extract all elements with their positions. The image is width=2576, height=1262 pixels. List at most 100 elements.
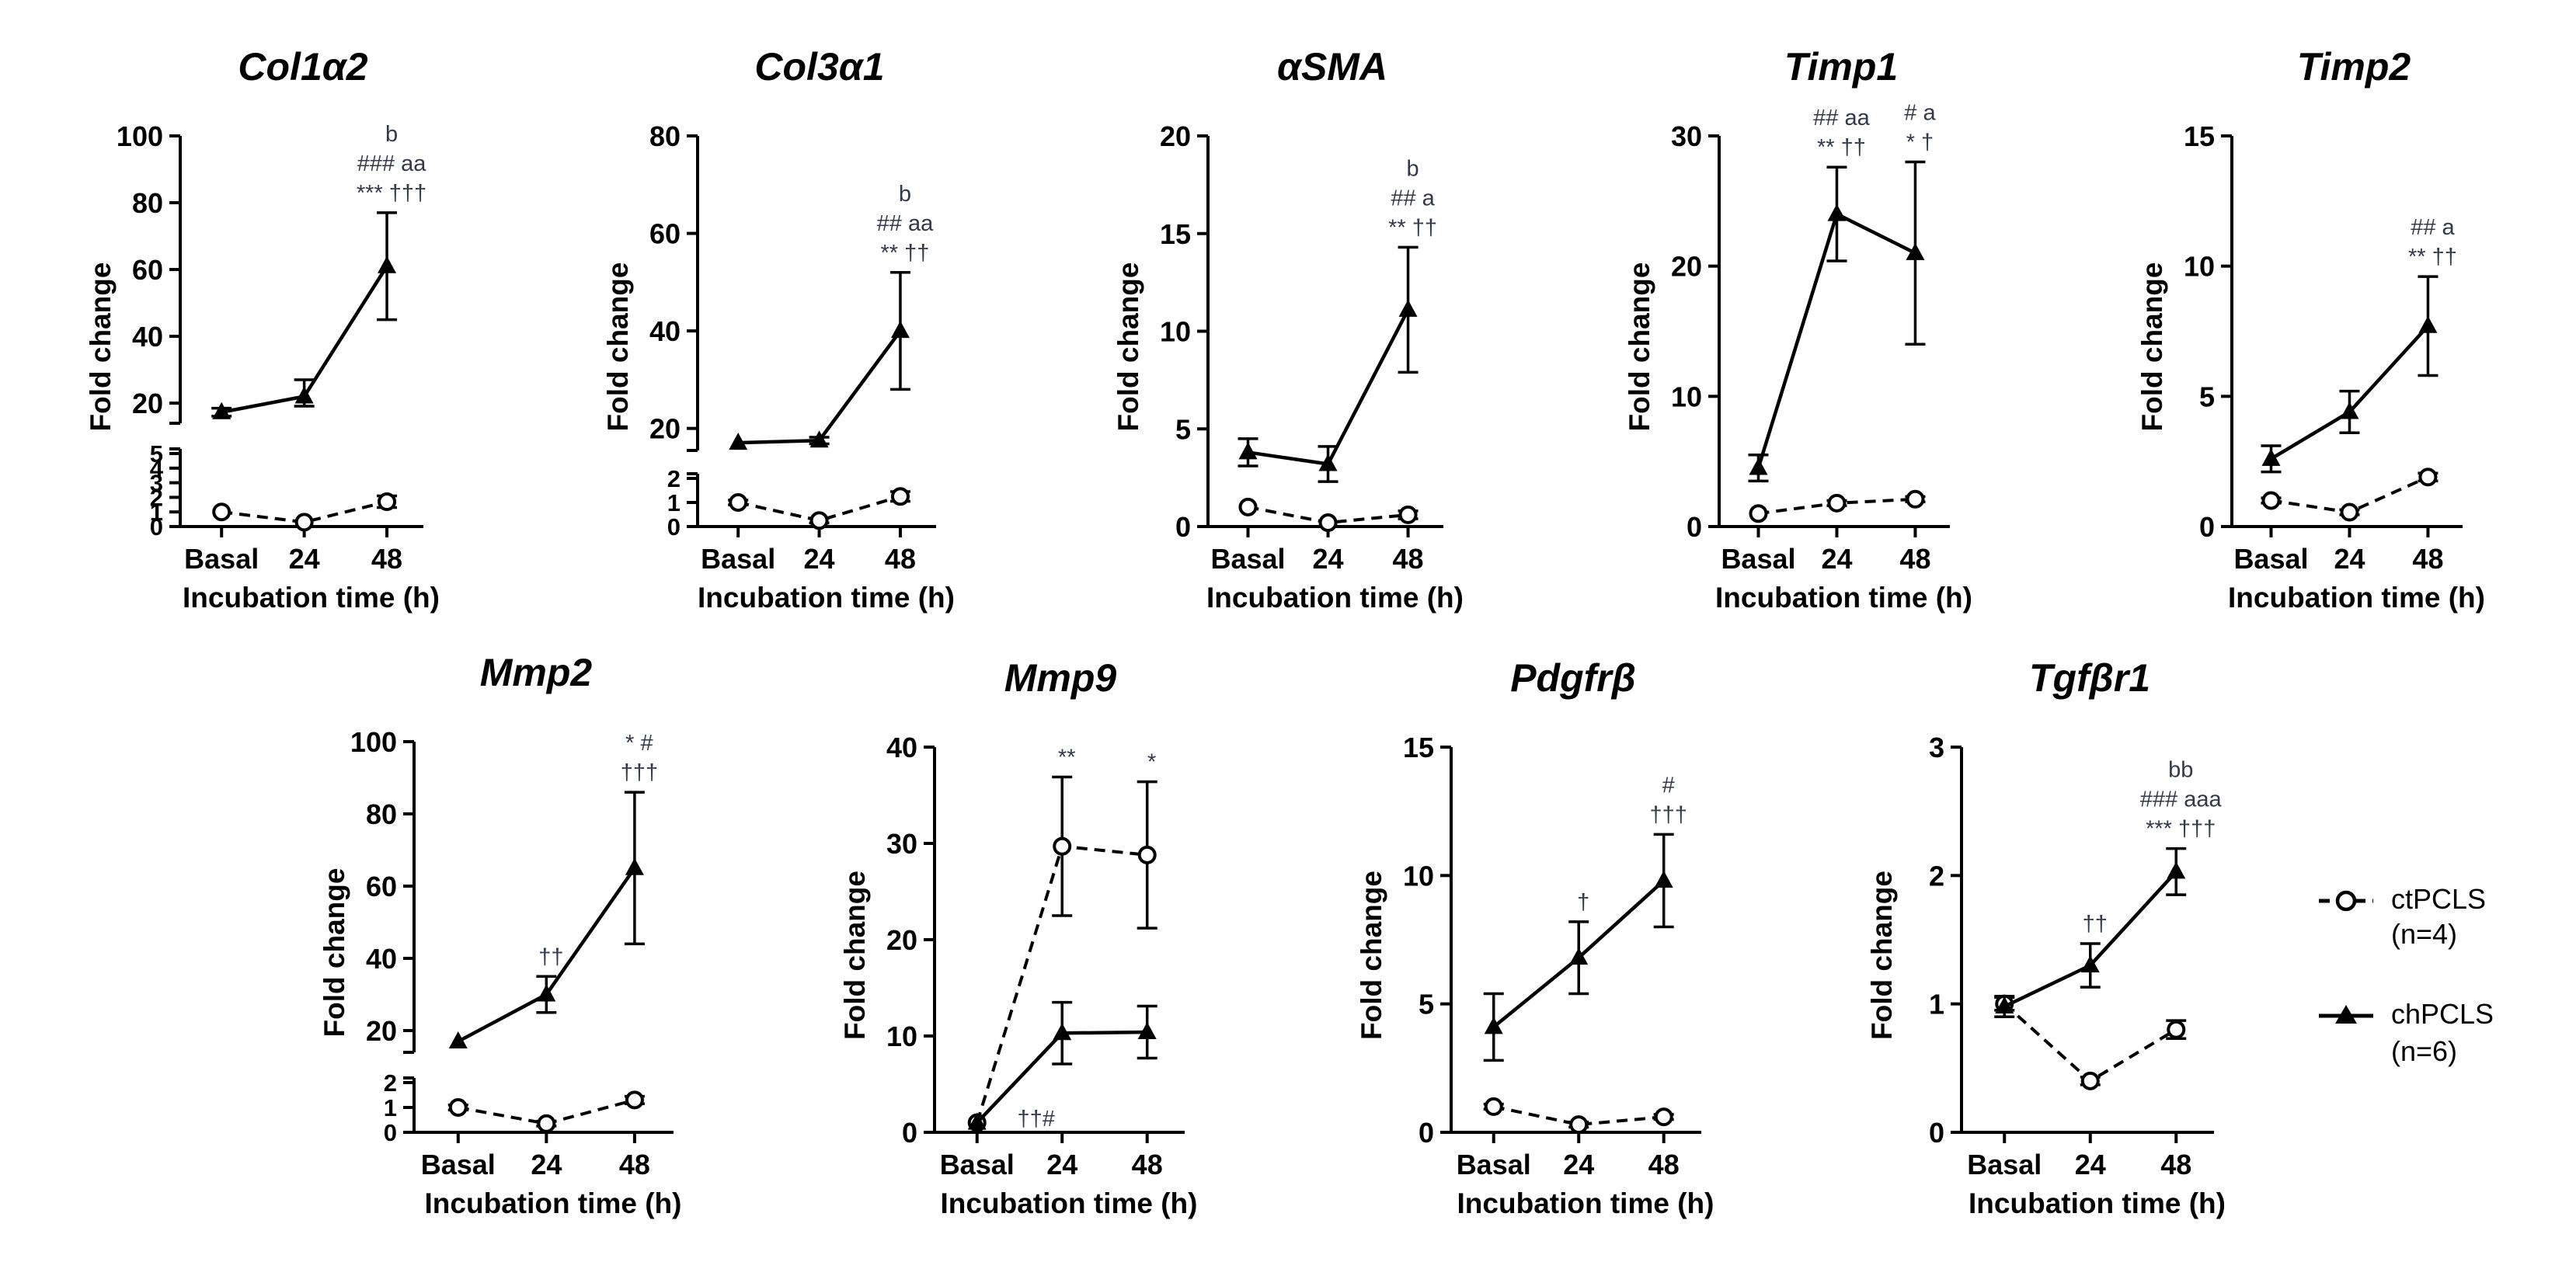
x-tick-label: 48 — [2412, 543, 2443, 575]
x-tick-label: 24 — [1821, 543, 1852, 575]
data-point-chal — [1827, 203, 1847, 221]
data-point-chal — [729, 433, 748, 450]
y-tick-label: 5 — [1175, 413, 1191, 445]
data-point-chal — [1053, 1023, 1072, 1041]
data-point-ctrl — [294, 513, 314, 532]
y-tick-label: 0 — [667, 513, 681, 541]
significance-label: * # — [625, 731, 653, 756]
x-tick-label: 48 — [1648, 1149, 1680, 1180]
y-tick-label: 40 — [366, 943, 397, 975]
x-tick-label: 24 — [1563, 1149, 1594, 1180]
data-point-chal — [1995, 996, 2014, 1013]
y-tick-label: 40 — [886, 732, 917, 763]
x-tick-label: Basal — [1457, 1149, 1531, 1180]
significance-label: ## a — [1391, 186, 1435, 210]
x-tick-label: 48 — [2160, 1149, 2191, 1180]
x-tick-label: 48 — [371, 543, 402, 575]
y-tick-label: 0 — [1687, 511, 1702, 543]
x-axis-label: Incubation time (h) — [1206, 582, 1464, 614]
significance-label: ††† — [621, 760, 658, 785]
data-point-chal — [2418, 315, 2438, 333]
y-tick-label: 10 — [2184, 251, 2215, 283]
significance-label: † — [1577, 890, 1589, 915]
y-tick-label: 15 — [1160, 218, 1191, 250]
y-axis-label: Fold change — [2136, 262, 2168, 432]
y-tick-label: 2 — [150, 484, 163, 511]
data-point-ctrl — [2080, 1071, 2100, 1090]
data-point-chal — [1137, 1022, 1157, 1040]
data-point-ctrl — [1827, 493, 1847, 513]
data-point-chal — [537, 984, 556, 1002]
significance-label: b — [1406, 156, 1419, 181]
y-tick-label: 4 — [150, 455, 164, 482]
significance-label: ††† — [1650, 802, 1687, 827]
data-point-ctrl — [448, 1098, 468, 1117]
data-point-chal — [1398, 299, 1418, 317]
significance-label: ** †† — [1388, 215, 1437, 240]
data-point-chal — [2167, 861, 2186, 879]
panel-title: Mmp9 — [1004, 656, 1117, 700]
data-point-chal — [1906, 242, 1925, 260]
x-tick-label: 24 — [2075, 1149, 2106, 1180]
panel-title: Pdgfrβ — [1510, 656, 1636, 700]
data-point-chal — [1318, 454, 1338, 471]
data-point-ctrl — [1238, 497, 1258, 516]
y-tick-label: 30 — [1671, 120, 1702, 152]
y-axis-label: Fold change — [1866, 871, 1898, 1040]
panel-title: Timp2 — [2297, 45, 2411, 89]
y-tick-label: 20 — [886, 924, 917, 956]
significance-label: * — [1147, 750, 1156, 775]
x-axis-label: Incubation time (h) — [698, 582, 955, 614]
panel-title: Timp1 — [1784, 45, 1898, 89]
significance-label: ### aa — [357, 151, 427, 176]
x-tick-label: 24 — [1046, 1149, 1077, 1180]
data-point-chal — [890, 321, 910, 339]
legend-chal-label: chPCLS — [2391, 998, 2494, 1030]
x-tick-label: Basal — [940, 1149, 1015, 1180]
data-point-chal — [294, 386, 314, 404]
y-tick-label: 0 — [1929, 1117, 1944, 1149]
y-axis-label: Fold change — [319, 868, 350, 1038]
y-tick-label: 20 — [366, 1015, 397, 1047]
significance-label: b — [899, 182, 911, 207]
significance-label: # a — [1904, 101, 1936, 126]
x-tick-label: 48 — [1899, 543, 1930, 575]
y-axis-label: Fold change — [602, 262, 634, 432]
data-point-ctrl — [625, 1090, 644, 1110]
data-point-ctrl — [890, 487, 910, 506]
data-point-chal — [1569, 947, 1589, 965]
significance-label: ## a — [2411, 215, 2455, 240]
significance-label: ** †† — [881, 241, 930, 266]
significance-label: # — [1662, 773, 1675, 798]
y-tick-label: 0 — [902, 1117, 917, 1149]
y-tick-label: 20 — [1671, 251, 1702, 283]
data-point-ctrl — [2418, 468, 2438, 487]
significance-label: †† — [2083, 912, 2108, 937]
significance-label: †† — [538, 944, 563, 969]
data-point-ctrl — [2340, 502, 2359, 522]
y-tick-label: 1 — [384, 1094, 397, 1121]
data-point-ctrl — [378, 492, 397, 512]
x-tick-label: 24 — [804, 543, 835, 575]
legend-chal-marker — [2319, 1005, 2373, 1024]
y-tick-label: 30 — [886, 828, 917, 860]
data-point-ctrl — [1484, 1097, 1503, 1116]
data-point-ctrl — [1749, 504, 1768, 523]
significance-label: ** — [1058, 745, 1076, 770]
significance-label: bb — [2168, 758, 2193, 783]
y-tick-label: 80 — [366, 798, 397, 830]
y-tick-label: 0 — [1419, 1117, 1434, 1149]
y-tick-label: 100 — [117, 120, 163, 152]
x-tick-label: 24 — [289, 543, 320, 575]
data-point-ctrl — [1053, 836, 1072, 856]
y-tick-label: 15 — [1403, 732, 1434, 763]
legend-ctrl-marker — [2319, 890, 2373, 912]
significance-label: b — [385, 122, 398, 147]
x-tick-label: Basal — [2233, 543, 2308, 575]
data-point-ctrl — [1318, 513, 1338, 532]
data-point-chal — [1654, 870, 1673, 888]
x-tick-label: Basal — [1721, 543, 1795, 575]
data-point-chal — [448, 1031, 468, 1048]
